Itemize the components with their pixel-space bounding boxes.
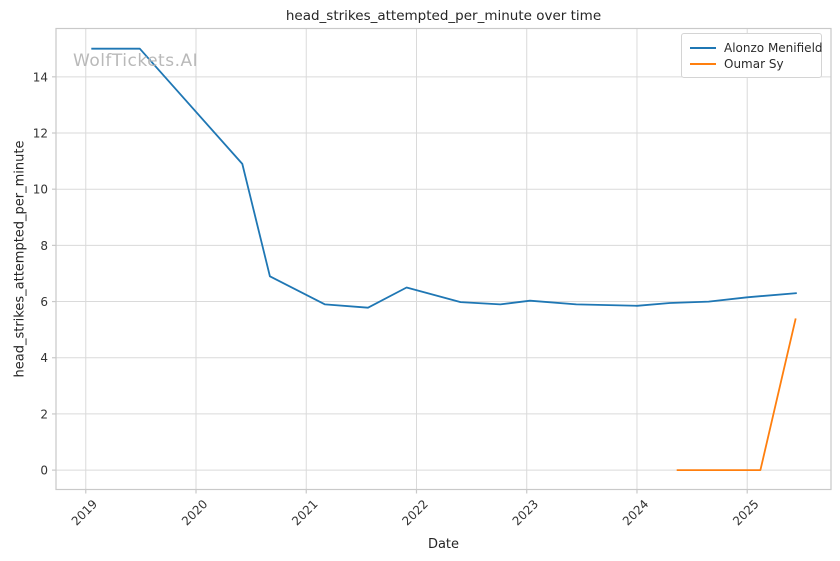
legend-item: Oumar Sy	[690, 56, 813, 71]
x-tick-label: 2023	[510, 497, 541, 528]
y-tick-label: 2	[40, 407, 48, 421]
legend: Alonzo Menifield Oumar Sy	[681, 33, 823, 78]
x-tick-label: 2022	[399, 497, 430, 528]
y-tick-label: 0	[40, 464, 48, 478]
legend-line-swatch-orange	[690, 62, 716, 65]
y-tick-label: 14	[33, 70, 48, 84]
legend-label: Oumar Sy	[724, 56, 784, 71]
x-tick-label: 2024	[620, 497, 651, 528]
series-line-oumar-sy	[676, 318, 797, 472]
series-line-alonzo-menifield	[91, 47, 797, 309]
legend-line-swatch-blue	[690, 46, 716, 49]
y-tick-label: 6	[40, 295, 48, 309]
y-tick-label: 8	[40, 239, 48, 253]
y-axis-label: head_strikes_attempted_per_minute	[12, 140, 28, 378]
x-axis-label: Date	[427, 537, 460, 552]
y-tick-label: 12	[33, 127, 48, 141]
x-tick-label: 2020	[179, 497, 210, 528]
y-tick-label: 4	[40, 351, 48, 365]
plot-border	[55, 27, 832, 491]
watermark: WolfTickets.AI	[73, 51, 199, 71]
x-tick-label: 2019	[69, 497, 100, 528]
x-tick-label: 2021	[289, 497, 320, 528]
legend-label: Alonzo Menifield	[724, 40, 823, 55]
x-tick-label: 2025	[730, 497, 761, 528]
chart-title: head_strikes_attempted_per_minute over t…	[285, 8, 602, 24]
legend-item: Alonzo Menifield	[690, 40, 823, 55]
y-tick-label: 10	[33, 183, 48, 197]
